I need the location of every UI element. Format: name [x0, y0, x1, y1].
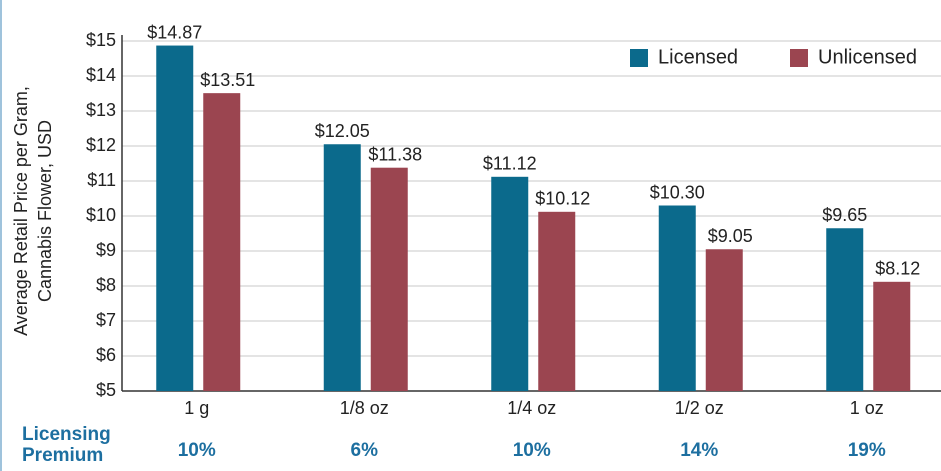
premium-value: 10% [177, 440, 216, 461]
data-label: $12.05 [315, 121, 370, 141]
bar [826, 228, 864, 391]
x-tick-label: 1/2 oz [675, 398, 724, 418]
data-label: $9.65 [822, 205, 867, 225]
y-tick-label: $12 [86, 135, 116, 155]
premium-value: 19% [847, 440, 886, 461]
x-tick-label: 1 g [184, 398, 209, 418]
data-label: $8.12 [875, 259, 920, 279]
y-axis-label: Average Retail Price per Gram, [11, 86, 31, 336]
legend-label: Licensed [658, 46, 738, 68]
y-tick-label: $11 [87, 170, 116, 190]
bar [370, 167, 408, 391]
y-tick-label: $15 [86, 30, 116, 50]
bar [705, 249, 743, 391]
legend-swatch [790, 49, 808, 67]
bar [658, 205, 696, 391]
y-tick-label: $5 [96, 380, 116, 400]
y-tick-label: $13 [86, 100, 116, 120]
x-tick-label: 1/8 oz [340, 398, 389, 418]
x-tick-label: 1/4 oz [507, 398, 556, 418]
y-tick-label: $6 [96, 345, 116, 365]
data-label: $11.38 [368, 144, 422, 164]
y-tick-label: $14 [86, 65, 116, 85]
premium-value: 6% [350, 440, 378, 461]
bar [156, 45, 194, 392]
y-tick-label: $10 [86, 205, 116, 225]
bar [491, 176, 529, 391]
x-tick-label: 1 oz [850, 398, 884, 418]
data-label: $13.51 [200, 70, 255, 90]
data-label: $9.05 [708, 226, 753, 246]
premium-value: 14% [680, 440, 719, 461]
premium-label: Licensing Premium [22, 424, 111, 466]
y-axis-label: Cannabis Flower, USD [35, 120, 55, 302]
legend-swatch [630, 49, 648, 67]
y-tick-label: $7 [96, 310, 116, 330]
bar [323, 144, 361, 391]
data-label: $10.30 [650, 182, 705, 202]
y-tick-label: $8 [96, 275, 116, 295]
bar [203, 93, 241, 392]
bar [538, 211, 576, 391]
data-label: $10.12 [535, 189, 590, 209]
bar [873, 281, 911, 391]
premium-value: 10% [512, 440, 551, 461]
legend-label: Unlicensed [818, 46, 917, 68]
y-tick-label: $9 [96, 240, 116, 260]
data-label: $14.87 [147, 22, 202, 42]
data-label: $11.12 [483, 154, 537, 174]
